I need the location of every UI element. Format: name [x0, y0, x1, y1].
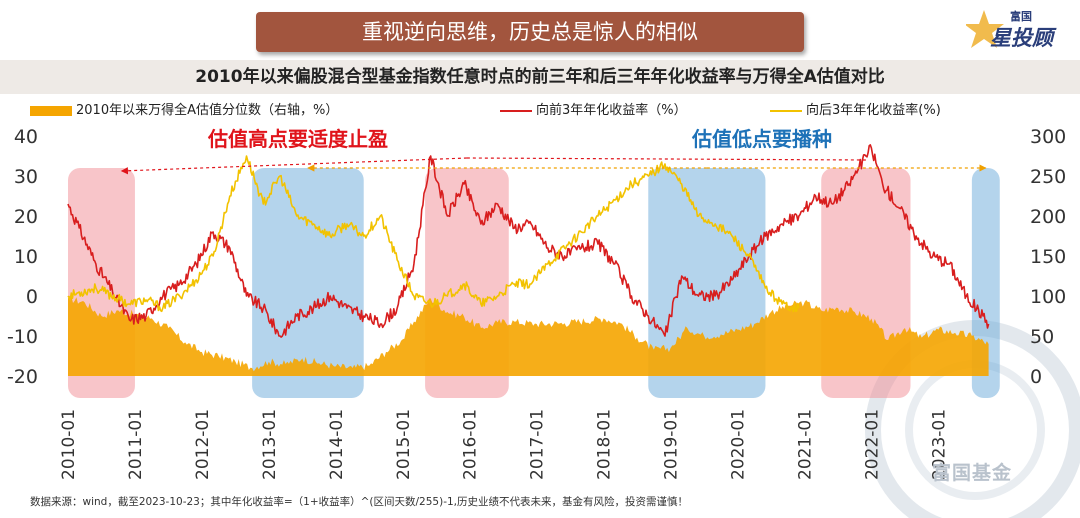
- x-axis-tick-7: 2017-01: [528, 409, 548, 480]
- x-axis-tick-1: 2011-01: [126, 409, 146, 480]
- source-footnote: 数据来源：wind，截至2023-10-23；其中年化收益率=（1+收益率）^(…: [30, 496, 688, 508]
- chart-banner-title: 重视逆向思维，历史总是惊人的相似: [256, 12, 804, 52]
- valuation-area: [68, 295, 989, 376]
- x-axis-tick-12: 2022-01: [862, 409, 882, 480]
- x-axis-tick-4: 2014-01: [327, 409, 347, 480]
- legend-label-valuation: 2010年以来万得全A估值分位数（右轴，%）: [76, 103, 339, 118]
- future-return-line: [67, 155, 800, 313]
- legend-swatch-area: [30, 105, 72, 116]
- x-axis-tick-0: 2010-01: [59, 409, 79, 480]
- x-axis-tick-6: 2016-01: [461, 409, 481, 480]
- legend-item-valuation: 2010年以来万得全A估值分位数（右轴，%）: [30, 100, 338, 122]
- x-axis-tick-8: 2018-01: [595, 409, 615, 480]
- annotation-low-valuation: 估值低点要播种: [691, 127, 832, 151]
- legend-swatch-past-line: [500, 109, 532, 112]
- right-axis-tick-2: 200: [1030, 206, 1066, 228]
- left-axis-tick-2: 20: [14, 206, 38, 228]
- subtitle-background: [0, 60, 1080, 94]
- x-axis-tick-10: 2020-01: [729, 409, 749, 480]
- x-axis-tick-3: 2013-01: [260, 409, 280, 480]
- right-axis-tick-4: 100: [1030, 286, 1066, 308]
- x-axis-tick-9: 2019-01: [662, 409, 682, 480]
- brand-logo-star-icon: [966, 10, 1004, 48]
- x-axis-tick-2: 2012-01: [193, 409, 213, 480]
- x-axis-tick-5: 2015-01: [394, 409, 414, 480]
- left-axis-tick-5: -10: [7, 326, 38, 348]
- chart-subtitle: 2010年以来偏股混合型基金指数任意时点的前三年和后三年年化收益率与万得全A估值…: [195, 67, 885, 87]
- logo-main-text: 星投顾: [990, 26, 1053, 50]
- left-axis-tick-0: 40: [14, 126, 38, 148]
- watermark-text: 富国基金: [932, 462, 1013, 484]
- arrow-high-2: [120, 157, 467, 175]
- legend-label-past: 向前3年年化收益率（%）: [536, 103, 687, 118]
- legend-item-past: 向前3年年化收益率（%）: [500, 100, 687, 122]
- zone-low-1: [252, 168, 364, 398]
- past-return-line: [67, 144, 990, 338]
- left-axis-tick-3: 10: [14, 246, 38, 268]
- legend-label-future: 向后3年年化收益率(%): [806, 103, 941, 118]
- right-axis-tick-3: 150: [1030, 246, 1066, 268]
- x-axis-tick-11: 2021-01: [795, 409, 815, 480]
- legend-swatch-future-line: [770, 109, 802, 112]
- logo-top-text: 富国: [1010, 10, 1032, 23]
- left-axis-tick-4: 0: [26, 286, 38, 308]
- right-axis-tick-5: 50: [1030, 326, 1054, 348]
- right-axis-tick-1: 250: [1030, 166, 1066, 188]
- left-axis-tick-1: 30: [14, 166, 38, 188]
- right-axis-tick-0: 300: [1030, 126, 1066, 148]
- annotation-high-valuation: 估值高点要适度止盈: [207, 127, 388, 151]
- x-axis-tick-13: 2023-01: [929, 409, 949, 480]
- legend-item-future: 向后3年年化收益率(%): [770, 100, 941, 122]
- right-axis-tick-6: 0: [1030, 366, 1042, 388]
- left-axis-tick-6: -20: [7, 366, 38, 388]
- arrow-high-1: [466, 157, 866, 161]
